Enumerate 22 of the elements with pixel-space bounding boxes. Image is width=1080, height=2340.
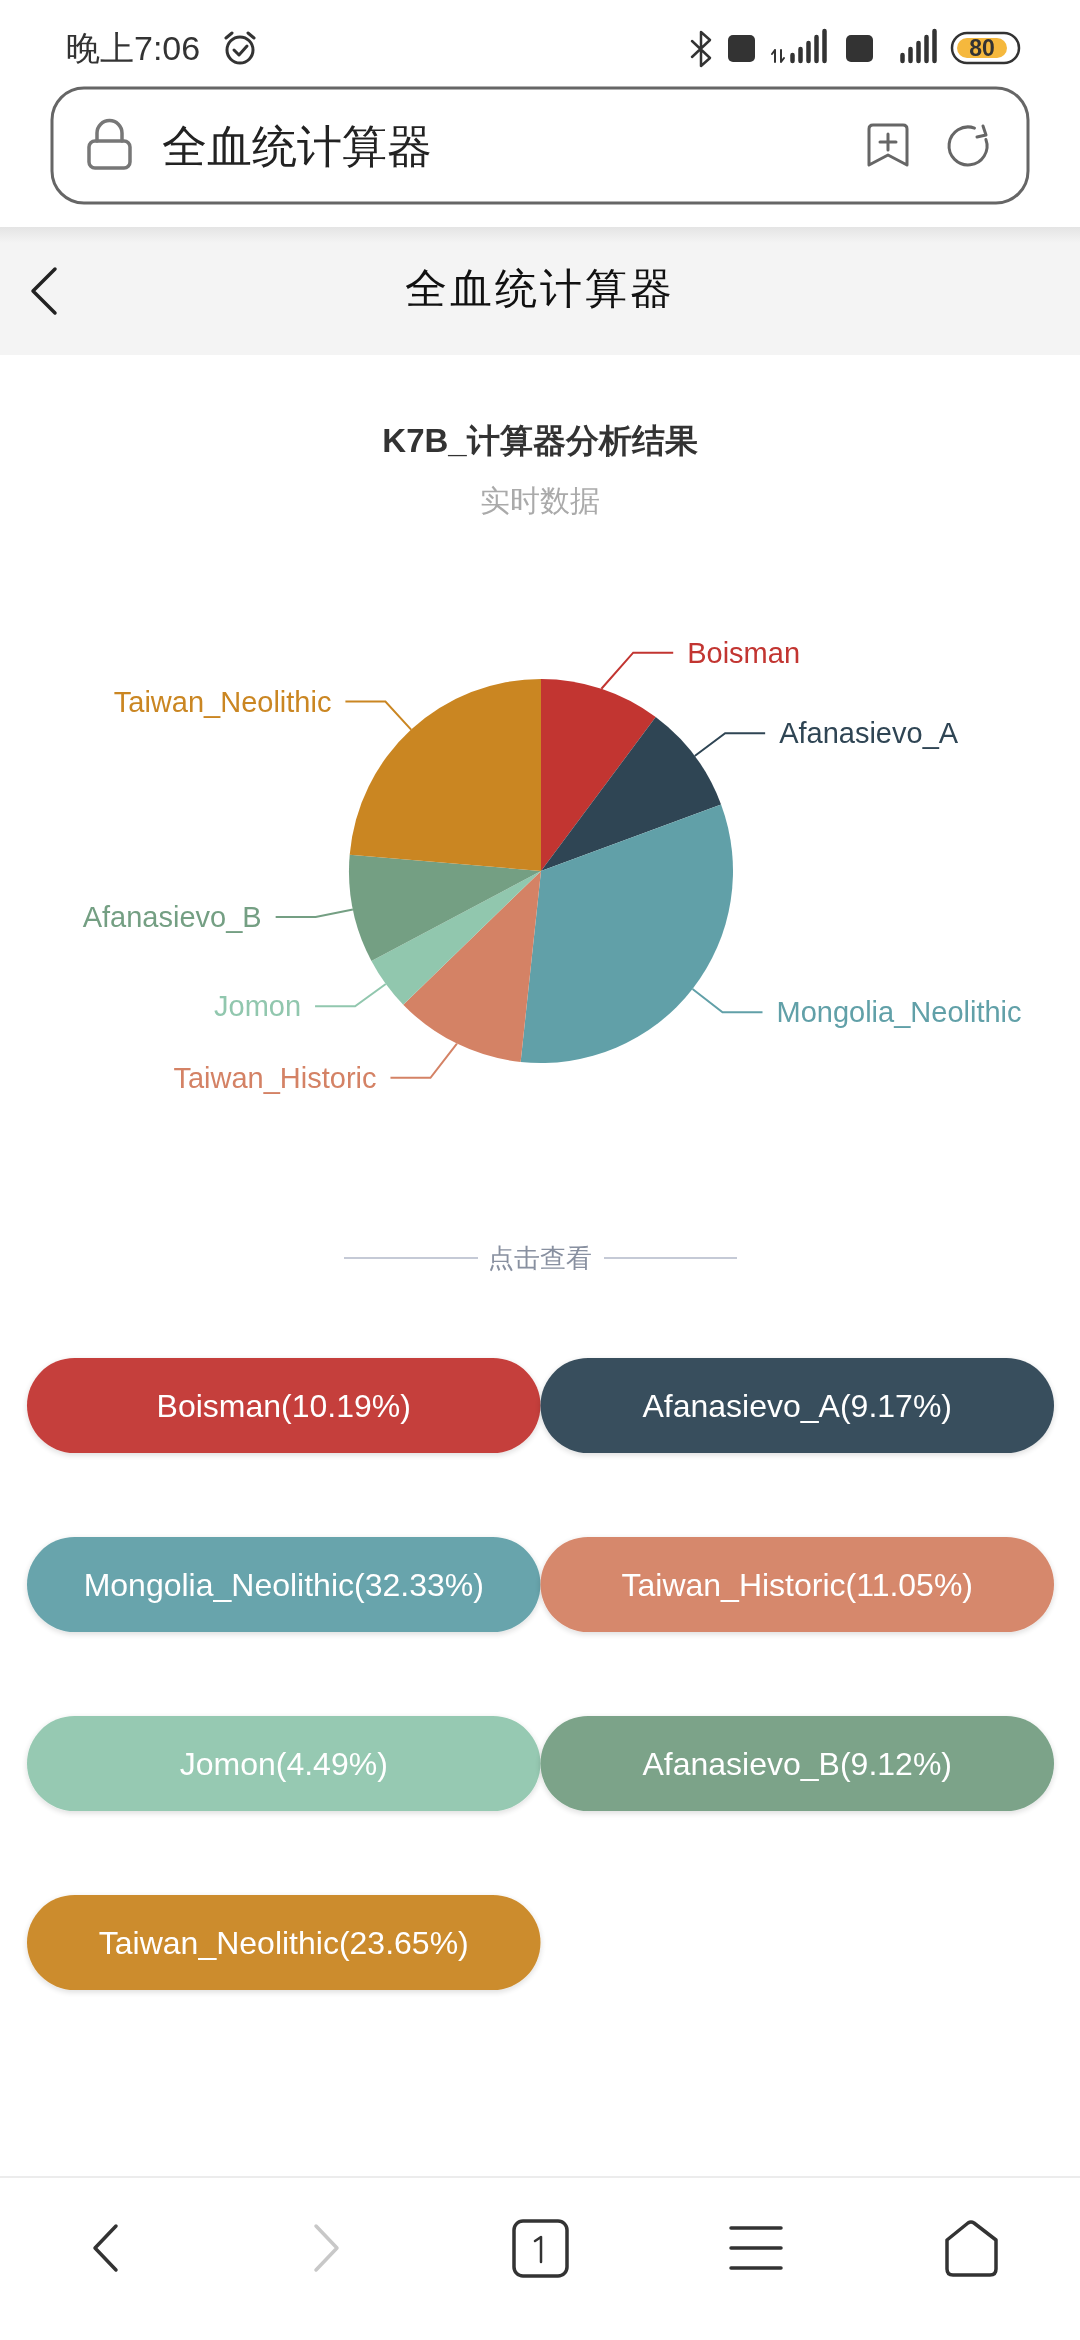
text: Afanasievo_B(9.12%): [642, 1745, 953, 1782]
text: 80: [969, 35, 995, 61]
text: Jomon(4.49%): [179, 1745, 388, 1782]
text: Boisman(10.19%): [156, 1387, 411, 1424]
text: Taiwan_Historic(11.05%): [621, 1566, 974, 1603]
pie-slice: [349, 679, 541, 871]
text: Afanasievo_A(9.17%): [642, 1387, 953, 1424]
text: 全血统计算器: [162, 120, 432, 172]
slice-label: Taiwan_Neolithic: [113, 685, 332, 718]
slice-label: Afanasievo_B: [82, 901, 262, 934]
chart-title: K7B_计算器分析结果: [382, 421, 698, 459]
text: 晚上7:06: [66, 29, 201, 67]
text: Mongolia_Neolithic(32.33%): [83, 1566, 484, 1603]
slice-label: Boisman: [687, 636, 801, 669]
text: Taiwan_Neolithic(23.65%): [98, 1924, 469, 1961]
slice-label: Jomon: [214, 990, 302, 1023]
slice-label: Taiwan_Historic: [173, 1061, 377, 1094]
slice-label: Mongolia_Neolithic: [776, 996, 1022, 1029]
slice-label: Afanasievo_A: [779, 717, 959, 750]
text: 全血统计算器: [405, 264, 675, 312]
chart-subtitle: 实时数据: [480, 483, 600, 517]
text: 点击查看: [488, 1243, 592, 1273]
